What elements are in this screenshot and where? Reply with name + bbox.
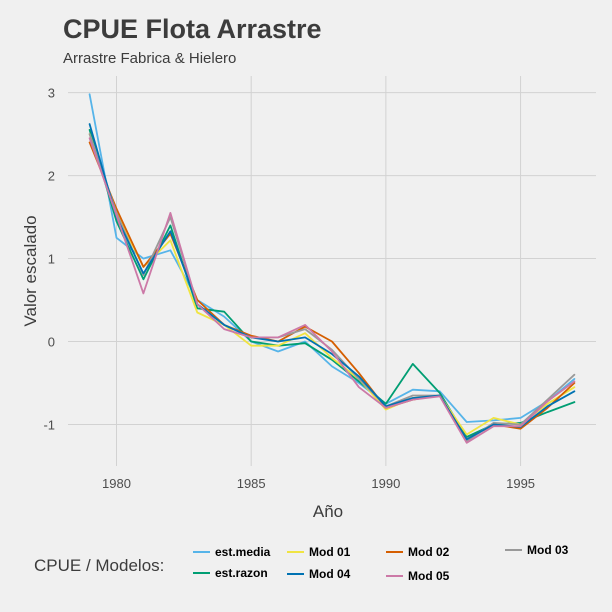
legend-label: Mod 05 <box>408 569 450 583</box>
legend-label: Mod 02 <box>408 545 450 559</box>
y-tick-label: 2 <box>48 169 55 184</box>
legend-label: est.media <box>215 545 271 559</box>
series-line <box>90 124 575 439</box>
y-axis-title: Valor escalado <box>21 215 40 326</box>
legend-title: CPUE / Modelos: <box>34 556 164 575</box>
x-tick-label: 1980 <box>102 476 131 491</box>
y-tick-label: -1 <box>43 418 55 433</box>
series-lines <box>90 94 575 443</box>
legend-label: Mod 04 <box>309 567 351 581</box>
x-tick-label: 1985 <box>237 476 266 491</box>
y-tick-label: 0 <box>48 335 55 350</box>
y-tick-label: 1 <box>48 252 55 267</box>
legend-label: Mod 03 <box>527 543 569 557</box>
x-tick-label: 1995 <box>506 476 535 491</box>
series-line <box>90 142 575 439</box>
series-line <box>90 134 575 441</box>
x-tick-label: 1990 <box>371 476 400 491</box>
x-axis-title: Año <box>313 502 343 521</box>
y-tick-label: 3 <box>48 86 55 101</box>
series-line <box>90 134 575 434</box>
legend: CPUE / Modelos: est.media est.razon Mod 01 M… <box>34 543 569 583</box>
legend-label: est.razon <box>215 566 268 580</box>
series-line <box>90 138 575 443</box>
legend-label: Mod 01 <box>309 545 351 559</box>
